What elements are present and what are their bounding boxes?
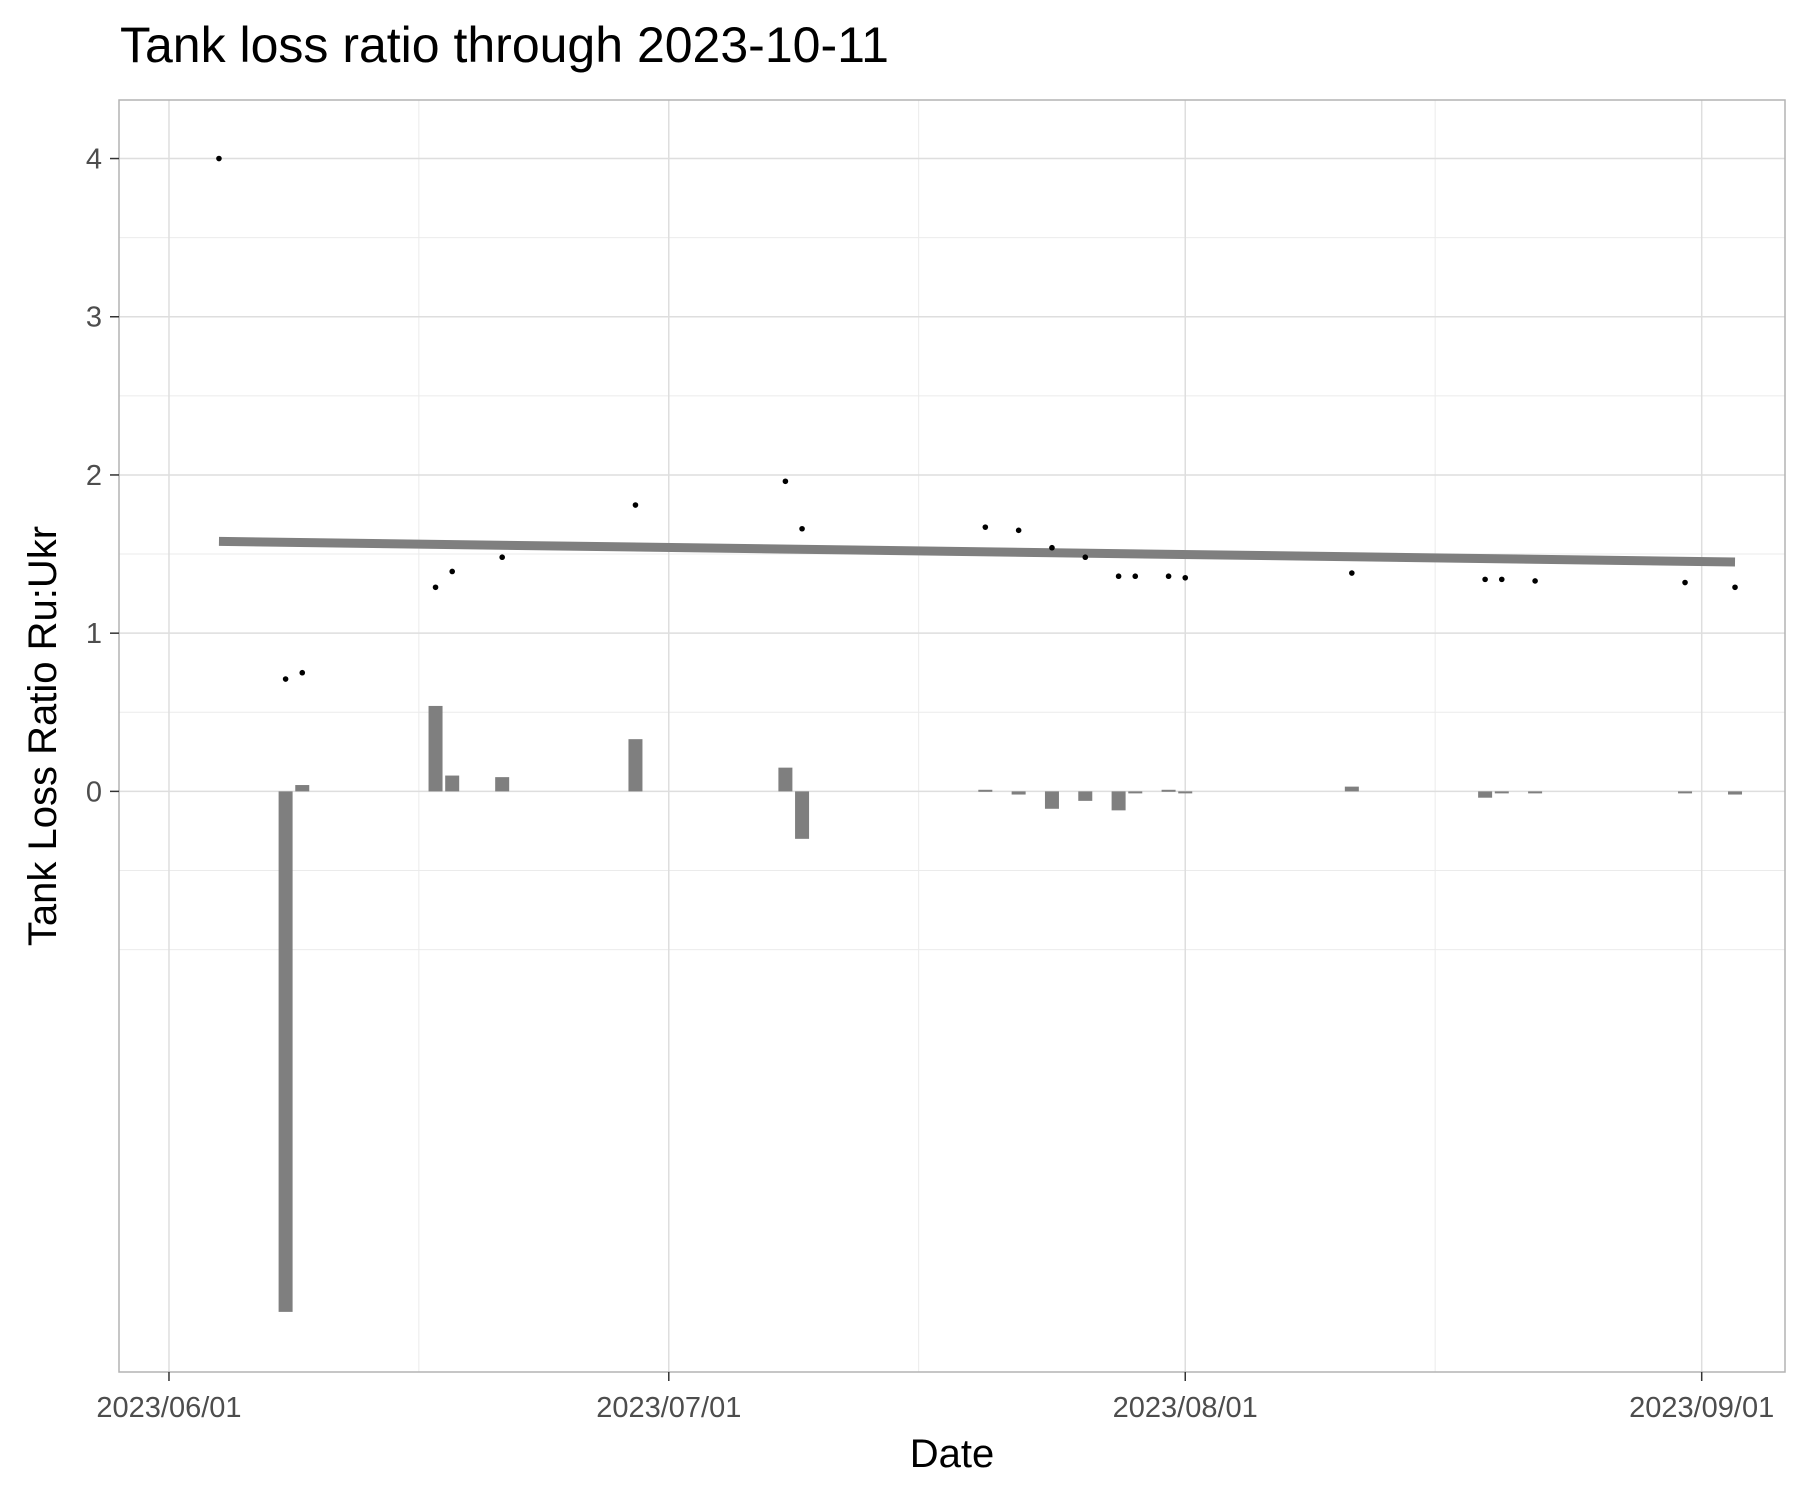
bar xyxy=(495,777,510,792)
data-point xyxy=(632,502,639,508)
y-axis-title: Tank Loss Ratio Ru:Ukr xyxy=(21,526,65,946)
y-tick-label: 2 xyxy=(86,460,102,492)
data-point xyxy=(1049,544,1055,551)
y-axis-ticks: 0 1 2 3 4 xyxy=(86,144,119,808)
panel-border xyxy=(118,99,1786,1373)
bar xyxy=(1528,791,1543,794)
minor-gridlines xyxy=(119,100,1785,1372)
x-tick-label: 2023/09/01 xyxy=(1629,1392,1774,1424)
x-axis-ticks: 2023/06/01 2023/07/01 2023/08/01 2023/09/01 xyxy=(96,1372,1774,1424)
bar xyxy=(1161,789,1176,792)
bar xyxy=(1178,791,1193,794)
major-gridlines xyxy=(119,100,1785,1372)
data-point xyxy=(1349,570,1355,576)
bar-series xyxy=(278,705,1743,1312)
bar xyxy=(1678,791,1693,794)
data-point xyxy=(1132,573,1139,580)
x-tick-label: 2023/06/01 xyxy=(96,1392,241,1424)
bar xyxy=(978,789,993,792)
data-point xyxy=(1182,574,1189,581)
data-point xyxy=(299,669,306,676)
data-point xyxy=(982,524,989,530)
bar xyxy=(1478,791,1493,798)
y-tick-label: 3 xyxy=(86,302,102,334)
bar xyxy=(795,791,810,839)
point-series xyxy=(216,155,1738,682)
data-point xyxy=(499,554,505,561)
data-point xyxy=(432,584,439,591)
bar xyxy=(1494,791,1509,794)
y-tick-label: 1 xyxy=(86,618,102,650)
bar xyxy=(445,775,460,792)
data-point xyxy=(1082,554,1089,561)
bar xyxy=(1011,791,1026,795)
bar xyxy=(1728,791,1743,795)
bar xyxy=(1044,791,1059,809)
data-point xyxy=(282,676,289,682)
data-point xyxy=(1015,527,1022,534)
data-point xyxy=(1115,573,1122,580)
x-axis-title: Date xyxy=(910,1432,995,1476)
trend-line xyxy=(218,536,1736,567)
y-tick-label: 0 xyxy=(86,776,102,808)
bar xyxy=(1111,791,1126,811)
trend-line-layer xyxy=(218,536,1736,567)
data-point xyxy=(1498,576,1505,583)
x-tick-label: 2023/07/01 xyxy=(596,1392,741,1424)
data-point xyxy=(1482,576,1488,583)
data-point xyxy=(449,568,456,575)
data-point xyxy=(782,478,789,485)
bar xyxy=(1128,791,1143,794)
bar xyxy=(295,785,310,792)
data-point xyxy=(1682,579,1688,586)
bar xyxy=(428,705,443,792)
bar xyxy=(1078,791,1093,801)
bar xyxy=(278,791,293,1312)
data-point xyxy=(1165,573,1172,580)
bar xyxy=(778,767,793,792)
chart-title: Tank loss ratio through 2023-10-11 xyxy=(120,17,889,73)
y-tick-label: 4 xyxy=(86,144,102,176)
data-point xyxy=(1732,584,1738,591)
bar xyxy=(1344,786,1359,792)
x-tick-label: 2023/08/01 xyxy=(1113,1392,1258,1424)
data-point xyxy=(799,525,805,532)
bar xyxy=(628,739,643,792)
data-point xyxy=(1532,578,1538,584)
data-point xyxy=(216,155,222,162)
